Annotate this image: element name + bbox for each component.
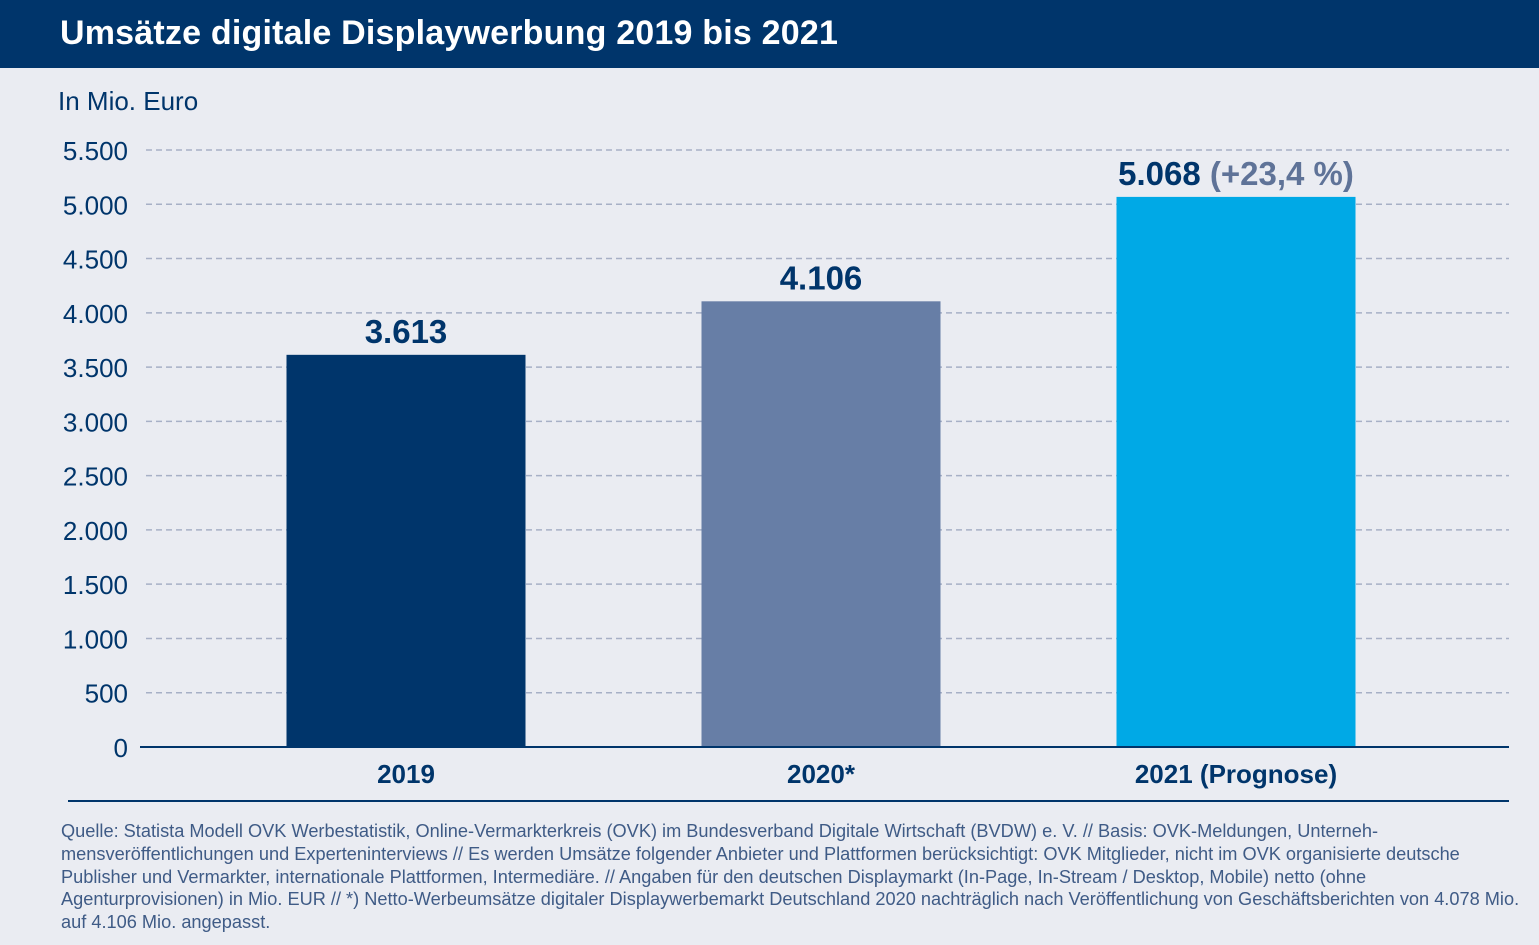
data-label: 3.613 [365, 313, 448, 350]
bar [701, 301, 941, 747]
y-tick-label: 3.000 [63, 407, 128, 437]
bar [1116, 196, 1356, 748]
x-tick-label: 2021 (Prognose) [1135, 759, 1337, 789]
y-axis-label: In Mio. Euro [58, 86, 199, 116]
y-tick-label: 0 [114, 733, 128, 763]
y-tick-label: 4.000 [63, 299, 128, 329]
bar-chart: 0 500 1.000 1.500 2.000 2.500 3.000 3.500 4.000 4… [63, 136, 1509, 789]
y-tick-label: 1.000 [63, 624, 128, 654]
y-tick-label: 2.000 [63, 516, 128, 546]
chart-title: Umsätze digitale Displaywerbung 2019 bis… [60, 14, 839, 52]
y-tick-label: 500 [85, 679, 128, 709]
bar [286, 354, 526, 747]
data-label: 5.068 (+23,4 %) [1118, 155, 1354, 192]
x-tick-label: 2020* [787, 759, 856, 789]
y-tick-label: 5.500 [63, 136, 128, 166]
source-note: Quelle: Statista Modell OVK Werbestatist… [61, 821, 1520, 933]
y-tick-label: 5.000 [63, 190, 128, 220]
y-tick-label: 3.500 [63, 353, 128, 383]
chart-header: Umsätze digitale Displaywerbung 2019 bis… [0, 0, 1539, 68]
y-tick-label: 4.500 [63, 245, 128, 275]
x-tick-label: 2019 [377, 759, 435, 789]
footer-divider [68, 800, 1509, 802]
y-tick-label: 2.500 [63, 462, 128, 492]
data-label: 4.106 [780, 259, 863, 296]
y-tick-label: 1.500 [63, 570, 128, 600]
